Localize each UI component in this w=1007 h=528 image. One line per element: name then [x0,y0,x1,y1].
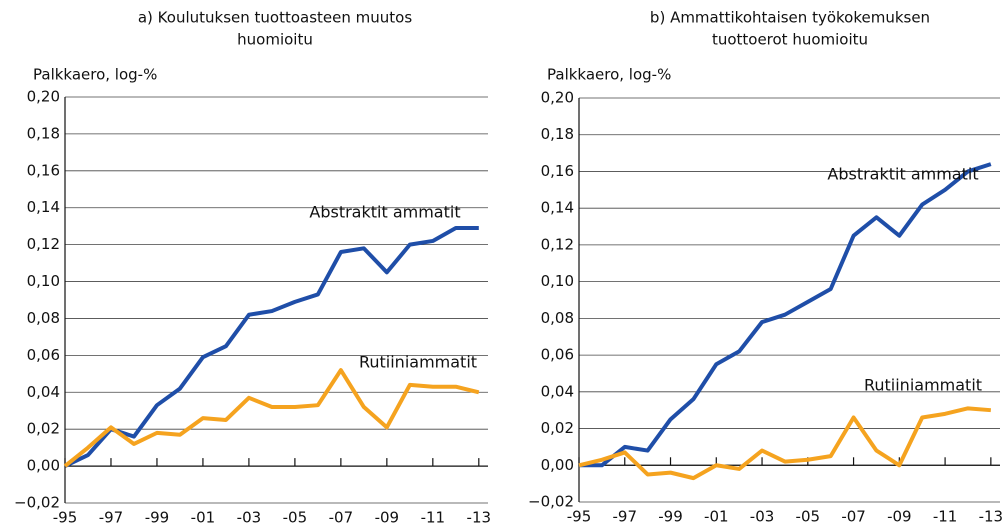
x-tick-label: -05 [283,509,308,527]
x-tick-label: -13 [467,509,492,527]
y-tick-label: −0,02 [14,494,60,512]
x-tick-label: -97 [99,509,124,527]
y-tick-label: 0,06 [541,346,574,364]
y-tick-label: 0,16 [27,161,60,179]
series-label: Rutiiniammatit [359,353,477,372]
series-line [579,162,992,468]
y-tick-label: 0,16 [541,162,574,180]
y-axis-label: Palkkaero, log-% [547,66,671,84]
y-tick-label: 0,00 [541,456,574,474]
y-tick-label: 0,10 [27,272,60,290]
y-tick-label: 0,02 [27,420,60,438]
series-line [64,226,479,468]
y-tick-label: 0,20 [541,89,574,107]
x-tick-label: -99 [658,508,683,526]
series-label: Rutiiniammatit [864,376,982,395]
y-tick-label: 0,04 [541,382,574,400]
x-tick-label: -01 [191,509,216,527]
series-label: Abstraktit ammatit [827,165,978,184]
series-line [578,406,992,481]
x-tick-label: -95 [53,509,78,527]
y-tick-label: 0,00 [27,457,60,475]
y-tick-label: 0,14 [541,199,574,217]
x-tick-label: -09 [887,508,912,526]
x-tick-label: -95 [567,508,592,526]
y-tick-label: 0,20 [27,88,60,106]
y-tick-label: 0,10 [541,272,574,290]
chart-title: a) Koulutuksen tuottoasteen muutos [138,9,412,27]
x-tick-label: -13 [979,508,1004,526]
x-tick-label: -03 [237,509,262,527]
chart-title: b) Ammattikohtaisen työkokemuksen [650,9,930,27]
x-tick-label: -07 [841,508,866,526]
x-tick-label: -07 [329,509,354,527]
x-tick-label: -11 [933,508,958,526]
x-tick-label: -05 [796,508,821,526]
y-tick-label: 0,02 [541,419,574,437]
y-tick-label: 0,04 [27,383,60,401]
x-tick-label: -97 [613,508,638,526]
series-line [63,368,480,468]
y-axis-label: Palkkaero, log-% [33,66,157,84]
y-tick-label: 0,08 [541,309,574,327]
y-tick-label: 0,18 [541,125,574,143]
chart-title: tuottoerot huomioitu [712,31,868,49]
x-tick-label: -99 [145,509,170,527]
y-tick-label: −0,02 [528,493,574,511]
y-tick-label: 0,08 [27,309,60,327]
x-tick-label: -01 [704,508,729,526]
y-tick-label: 0,18 [27,124,60,142]
chart-title: huomioitu [237,31,313,49]
x-tick-label: -09 [375,509,400,527]
x-tick-label: -03 [750,508,775,526]
x-tick-label: -11 [421,509,446,527]
y-tick-label: 0,12 [27,235,60,253]
y-tick-label: 0,06 [27,346,60,364]
y-tick-label: 0,14 [27,198,60,216]
y-tick-label: 0,12 [541,235,574,253]
series-label: Abstraktit ammatit [309,203,460,222]
